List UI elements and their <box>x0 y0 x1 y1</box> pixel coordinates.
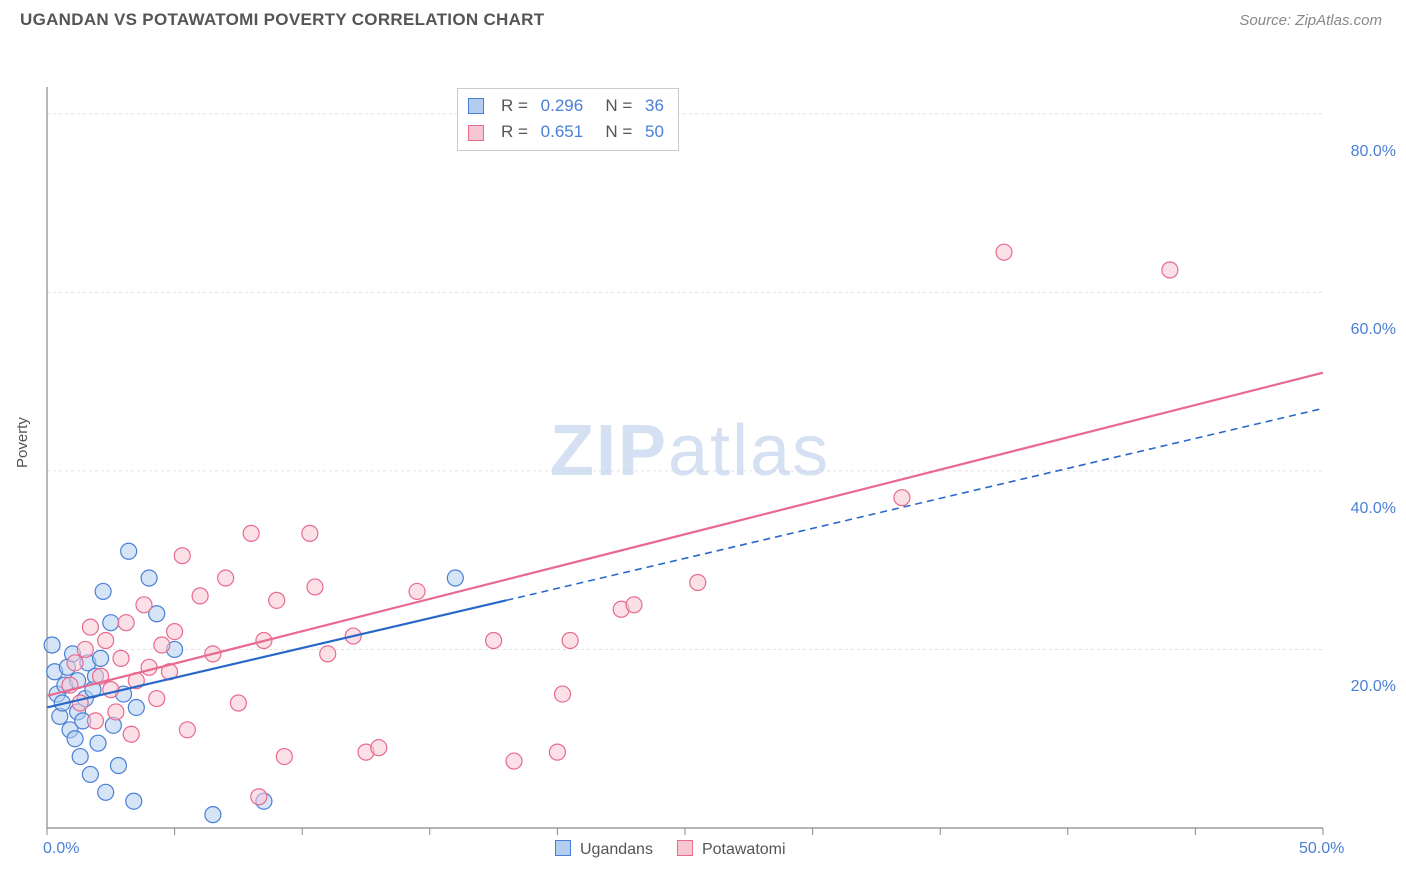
potawatomi-point <box>167 624 183 640</box>
ugandans-point <box>103 615 119 631</box>
potawatomi-point <box>626 597 642 613</box>
ugandans-point <box>141 570 157 586</box>
potawatomi-point <box>154 637 170 653</box>
ugandans-point <box>93 650 109 666</box>
ugandans-point <box>67 731 83 747</box>
potawatomi-point <box>320 646 336 662</box>
potawatomi-point <box>894 490 910 506</box>
y-tick-label: 60.0% <box>1351 321 1396 339</box>
potawatomi-point <box>218 570 234 586</box>
n-value: 50 <box>645 119 664 145</box>
ugandans-point <box>82 766 98 782</box>
potawatomi-point <box>113 650 129 666</box>
n-label: N = <box>591 93 637 119</box>
potawatomi-point <box>307 579 323 595</box>
r-label: R = <box>501 119 533 145</box>
source-prefix: Source: <box>1239 12 1295 29</box>
ugandans-point <box>121 543 137 559</box>
legend-item: Ugandans <box>555 840 653 859</box>
potawatomi-point <box>555 686 571 702</box>
potawatomi-point <box>243 525 259 541</box>
potawatomi-point <box>98 633 114 649</box>
ugandans-point <box>44 637 60 653</box>
potawatomi-point <box>103 682 119 698</box>
potawatomi-point <box>230 695 246 711</box>
potawatomi-point <box>269 592 285 608</box>
ugandans-point <box>72 749 88 765</box>
correlation-stats-box: R = 0.296 N = 36R = 0.651 N = 50 <box>457 88 679 151</box>
potawatomi-point <box>87 713 103 729</box>
potawatomi-point <box>996 244 1012 260</box>
scatter-chart-svg <box>0 38 1406 892</box>
potawatomi-point <box>251 789 267 805</box>
potawatomi-point <box>549 744 565 760</box>
potawatomi-point <box>486 633 502 649</box>
chart-header: UGANDAN VS POTAWATOMI POVERTY CORRELATIO… <box>0 0 1406 38</box>
x-tick-label: 50.0% <box>1299 840 1344 858</box>
potawatomi-point <box>123 726 139 742</box>
ugandans-point <box>205 807 221 823</box>
n-value: 36 <box>645 93 664 119</box>
blue-swatch-icon <box>468 98 484 114</box>
legend-label: Ugandans <box>580 841 653 858</box>
n-label: N = <box>591 119 637 145</box>
potawatomi-point <box>192 588 208 604</box>
potawatomi-point <box>174 548 190 564</box>
pink-swatch-icon <box>468 125 484 141</box>
potawatomi-point <box>82 619 98 635</box>
potawatomi-point <box>108 704 124 720</box>
potawatomi-point <box>371 740 387 756</box>
potawatomi-point <box>276 749 292 765</box>
potawatomi-point <box>562 633 578 649</box>
r-value: 0.296 <box>541 93 584 119</box>
potawatomi-point <box>690 574 706 590</box>
legend-item: Potawatomi <box>677 840 786 859</box>
potawatomi-point <box>136 597 152 613</box>
x-tick-label: 0.0% <box>43 840 79 858</box>
y-tick-label: 20.0% <box>1351 678 1396 696</box>
potawatomi-point <box>149 691 165 707</box>
r-label: R = <box>501 93 533 119</box>
ugandans-point <box>110 758 126 774</box>
potawatomi-point <box>67 655 83 671</box>
potawatomi-trend <box>47 373 1323 696</box>
ugandans-point <box>447 570 463 586</box>
chart-area: ZIPatlas Poverty R = 0.296 N = 36R = 0.6… <box>0 38 1406 892</box>
potawatomi-point <box>1162 262 1178 278</box>
y-axis-label: Poverty <box>14 417 31 468</box>
ugandans-trend-dashed <box>506 408 1323 600</box>
potawatomi-point <box>141 659 157 675</box>
potawatomi-point <box>302 525 318 541</box>
ugandans-point <box>95 583 111 599</box>
ugandans-point <box>128 699 144 715</box>
ugandans-point <box>98 784 114 800</box>
y-tick-label: 40.0% <box>1351 500 1396 518</box>
blue-swatch-icon <box>555 840 571 856</box>
series-legend: Ugandans Potawatomi <box>555 840 786 859</box>
potawatomi-point <box>77 641 93 657</box>
stats-row: R = 0.651 N = 50 <box>468 119 664 145</box>
potawatomi-point <box>506 753 522 769</box>
potawatomi-point <box>409 583 425 599</box>
y-tick-label: 80.0% <box>1351 143 1396 161</box>
source-credit: Source: ZipAtlas.com <box>1239 12 1382 29</box>
pink-swatch-icon <box>677 840 693 856</box>
ugandans-point <box>90 735 106 751</box>
ugandans-point <box>126 793 142 809</box>
r-value: 0.651 <box>541 119 584 145</box>
potawatomi-point <box>118 615 134 631</box>
stats-row: R = 0.296 N = 36 <box>468 93 664 119</box>
legend-label: Potawatomi <box>702 841 786 858</box>
potawatomi-point <box>179 722 195 738</box>
source-name: ZipAtlas.com <box>1295 12 1382 29</box>
chart-title: UGANDAN VS POTAWATOMI POVERTY CORRELATIO… <box>20 10 544 30</box>
